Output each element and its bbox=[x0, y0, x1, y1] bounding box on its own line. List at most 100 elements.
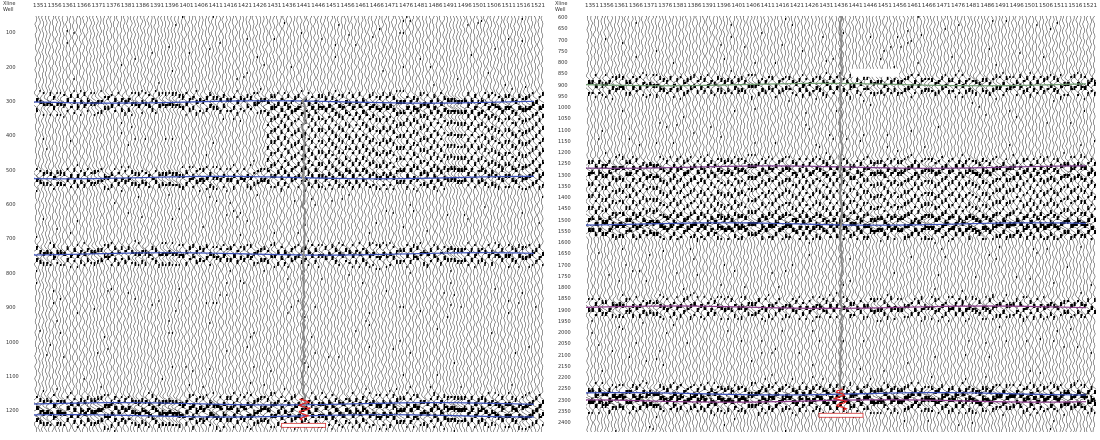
time-tick-label: 1650 bbox=[558, 251, 571, 258]
xline-tick-label: 1366 bbox=[76, 3, 91, 9]
time-tick-label: 700 bbox=[558, 37, 568, 44]
time-tick-label: 300 bbox=[6, 98, 16, 105]
xline-tick-label: 1476 bbox=[399, 3, 414, 9]
xline-tick-label: 1391 bbox=[702, 3, 717, 9]
time-tick-label: 1500 bbox=[558, 217, 571, 224]
time-tick-label: 2050 bbox=[558, 341, 571, 348]
xline-tick-label: 1351 bbox=[33, 3, 47, 9]
xline-tick-label: 1356 bbox=[599, 3, 614, 9]
well-path[interactable] bbox=[838, 16, 844, 398]
horizon-line[interactable] bbox=[34, 252, 535, 256]
horizon-line[interactable] bbox=[586, 305, 1087, 310]
time-tick-label: 1850 bbox=[558, 296, 571, 303]
xline-tick-label: 1406 bbox=[194, 3, 209, 9]
xline-tick-label: 1511 bbox=[1053, 3, 1068, 9]
time-tick-label: 700 bbox=[6, 236, 16, 243]
panel-divider bbox=[548, 0, 552, 440]
xline-tick-label: 1496 bbox=[1009, 3, 1024, 9]
xline-tick-label: 1381 bbox=[120, 3, 135, 9]
xline-tick-label: 1396 bbox=[716, 3, 731, 9]
horizon-line[interactable] bbox=[586, 392, 1087, 396]
xline-key: Xline bbox=[555, 1, 568, 7]
xline-tick-label: 1416 bbox=[775, 3, 790, 9]
well-path[interactable] bbox=[300, 97, 308, 408]
xline-tick-label: 1436 bbox=[834, 3, 848, 9]
xline-tick-label: 1376 bbox=[658, 3, 673, 9]
xline-tick-label: 1401 bbox=[179, 3, 194, 9]
time-tick-label: 2100 bbox=[558, 352, 571, 359]
time-tick-label: 1250 bbox=[558, 161, 571, 168]
horizon-line[interactable] bbox=[34, 401, 535, 406]
seismic-section-left: Xline Well 1351 1356 1361 1366 1371 1376 1381 1… bbox=[0, 0, 548, 440]
time-tick-label: 900 bbox=[558, 82, 568, 89]
time-tick-label: 2000 bbox=[558, 330, 571, 337]
xline-tick-label: 1406 bbox=[746, 3, 761, 9]
wiggle-display bbox=[586, 16, 1096, 432]
seismic-traces[interactable] bbox=[586, 16, 1096, 432]
xline-tick-label: 1446 bbox=[863, 3, 878, 9]
well-key: Well bbox=[555, 7, 566, 13]
seismic-traces[interactable] bbox=[34, 16, 544, 432]
well-log-curve bbox=[832, 388, 848, 411]
xline-key: Xline bbox=[3, 1, 16, 7]
time-tick-label: 1050 bbox=[558, 116, 571, 123]
horizon-line[interactable] bbox=[586, 222, 1087, 226]
trace-wiggles bbox=[34, 16, 544, 432]
xline-tick-label: 1436 bbox=[282, 3, 296, 9]
header-key: Xline Well bbox=[555, 1, 567, 13]
xline-tick-label: 1366 bbox=[628, 3, 643, 9]
xline-tick-label: 1511 bbox=[501, 3, 516, 9]
xline-tick-label: 1516 bbox=[1068, 3, 1083, 9]
xline-tick-label: 1401 bbox=[731, 3, 746, 9]
xline-tick-label: 1376 bbox=[106, 3, 121, 9]
xline-tick-label: 1451 bbox=[325, 3, 340, 9]
xline-tick-label: 1361 bbox=[614, 3, 629, 9]
xline-tick-label: 1521 bbox=[531, 3, 545, 9]
horizon-line[interactable] bbox=[586, 82, 1087, 87]
time-tick-label: 600 bbox=[6, 202, 16, 209]
xline-tick-label: 1496 bbox=[457, 3, 472, 9]
time-tick-label: 1300 bbox=[558, 172, 571, 179]
trace-fill bbox=[36, 16, 544, 432]
xline-tick-label: 1456 bbox=[340, 3, 355, 9]
time-tick-label: 600 bbox=[558, 15, 568, 22]
xline-tick-label: 1431 bbox=[267, 3, 282, 9]
well-marker bbox=[818, 412, 864, 418]
horizon-line[interactable] bbox=[34, 413, 535, 418]
time-tick-label: 850 bbox=[558, 71, 568, 78]
time-tick-label: 1100 bbox=[558, 127, 571, 134]
time-tick-label: 1200 bbox=[558, 150, 571, 157]
time-tick-label: 1700 bbox=[558, 262, 571, 269]
xline-header: Xline Well 1351 1356 1361 1366 1371 1376 1381 1… bbox=[0, 0, 548, 16]
well-label-box bbox=[851, 68, 899, 77]
time-tick-label: 1400 bbox=[558, 195, 571, 202]
xline-tick-label: 1381 bbox=[672, 3, 687, 9]
time-tick-label: 900 bbox=[6, 305, 16, 312]
horizon-line[interactable] bbox=[586, 165, 1087, 169]
xline-tick-label: 1491 bbox=[443, 3, 458, 9]
xline-tick-label: 1461 bbox=[907, 3, 922, 9]
time-tick-label: 1100 bbox=[6, 373, 19, 380]
xline-tick-label: 1441 bbox=[848, 3, 863, 9]
time-tick-label: 1550 bbox=[558, 228, 571, 235]
xline-tick-label: 1506 bbox=[487, 3, 502, 9]
well-log-curve bbox=[297, 398, 312, 421]
xline-tick-label: 1411 bbox=[208, 3, 223, 9]
well-key: Well bbox=[3, 7, 14, 13]
xline-tick-label: 1501 bbox=[1024, 3, 1039, 9]
wiggle-display bbox=[34, 16, 544, 432]
header-key: Xline Well bbox=[3, 1, 15, 13]
xline-tick-label: 1426 bbox=[252, 3, 267, 9]
horizon-line[interactable] bbox=[586, 399, 1087, 403]
time-tick-label: 2150 bbox=[558, 363, 571, 370]
xline-tick-label: 1431 bbox=[819, 3, 834, 9]
xline-tick-label: 1351 bbox=[585, 3, 599, 9]
time-tick-label: 1900 bbox=[558, 307, 571, 314]
xline-tick-label: 1441 bbox=[296, 3, 311, 9]
xline-tick-label: 1421 bbox=[238, 3, 253, 9]
time-tick-label: 2300 bbox=[558, 397, 571, 404]
horizon-line[interactable] bbox=[34, 175, 535, 180]
xline-tick-label: 1411 bbox=[760, 3, 775, 9]
xline-tick-label: 1486 bbox=[428, 3, 443, 9]
horizon-line[interactable] bbox=[34, 100, 535, 104]
